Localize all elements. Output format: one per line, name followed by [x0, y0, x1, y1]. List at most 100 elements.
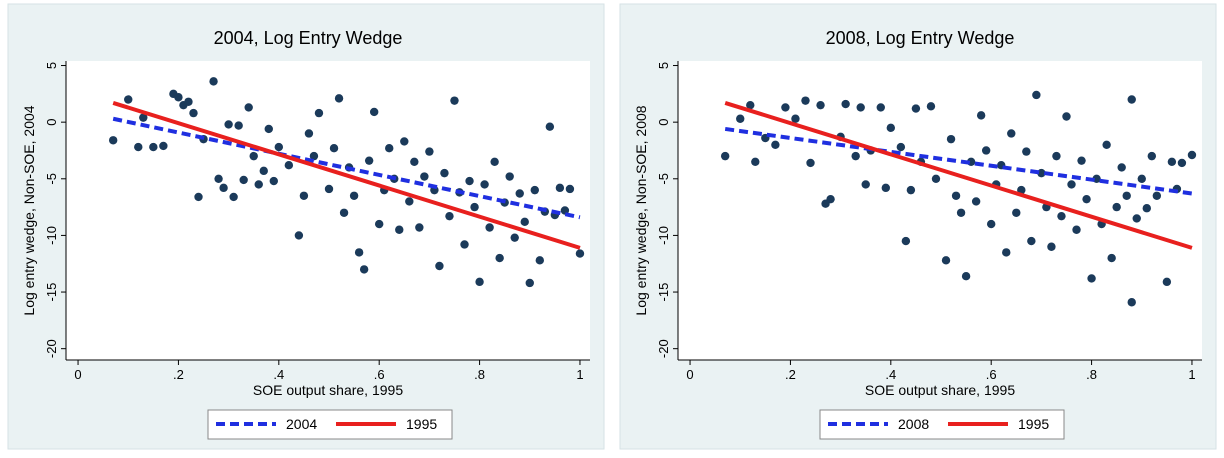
x-tick-label: .2	[173, 367, 184, 382]
scatter-point	[896, 142, 906, 152]
scatter-point	[485, 223, 494, 232]
x-tick-label: .6	[374, 367, 385, 382]
scatter-point	[134, 142, 143, 152]
chart-panel: 2008, Log Entry Wedge -20 -15 -10 -5 0 5 0 .2 .4.…	[619, 3, 1217, 450]
scatter-point	[229, 192, 238, 202]
scatter-point	[1072, 225, 1081, 234]
legend-label: 1995	[1018, 416, 1049, 432]
scatter-point	[324, 184, 334, 194]
scatter-point	[771, 140, 780, 150]
scatter-point	[806, 158, 815, 168]
scatter-point	[981, 146, 991, 155]
scatter-point	[931, 174, 941, 183]
chart-title: 2004, Log Entry Wedge	[214, 28, 403, 48]
scatter-point	[911, 104, 921, 113]
fit-line	[724, 100, 1193, 250]
scatter-point	[906, 185, 916, 195]
legend-label: 2004	[286, 416, 317, 432]
scatter-point	[369, 107, 379, 117]
scatter-point	[1107, 253, 1116, 263]
y-tick-label: -20	[44, 339, 59, 358]
scatter-point	[971, 197, 981, 206]
x-tick-label: 0	[74, 367, 81, 382]
x-tick-label: .4	[885, 367, 896, 382]
scatter-point	[294, 231, 304, 240]
x-tick-label: 0	[686, 367, 693, 382]
y-tick-label: 0	[44, 119, 59, 126]
scatter-point	[851, 151, 860, 161]
scatter-point	[490, 157, 499, 166]
x-tick-label: .2	[785, 367, 796, 382]
x-axis-label: SOE output share, 1995	[865, 382, 1015, 398]
scatter-point	[1062, 112, 1071, 121]
y-tick-label: -5	[44, 173, 59, 185]
scatter-point	[515, 189, 524, 198]
scatter-point	[309, 151, 319, 161]
scatter-point	[405, 197, 414, 206]
legend: 2004 1995	[207, 409, 453, 440]
scatter-point	[224, 120, 233, 129]
scatter-point	[385, 144, 394, 153]
scatter-point	[926, 102, 936, 111]
scatter-point	[1167, 157, 1177, 166]
scatter-point	[881, 183, 890, 193]
legend: 2008 1995	[819, 409, 1065, 440]
scatter-point	[1177, 158, 1187, 168]
scatter-point	[400, 137, 409, 146]
scatter-point	[314, 108, 324, 118]
scatter-point	[1147, 151, 1157, 161]
scatter-point	[1162, 277, 1172, 287]
x-tick-label: .8	[1086, 367, 1097, 382]
scatter-point	[460, 240, 469, 249]
scatter-point	[465, 176, 474, 186]
y-tick-label: -20	[656, 339, 671, 358]
scatter-point	[736, 114, 745, 123]
fit-line	[112, 100, 581, 250]
scatter-point	[520, 217, 529, 227]
y-tick-label: -5	[656, 173, 671, 185]
scatter-point	[545, 122, 555, 131]
x-tick-label: .6	[986, 367, 997, 382]
scatter-point	[354, 248, 364, 257]
scatter-point	[1067, 180, 1076, 189]
scatter-point	[440, 168, 449, 178]
scatter-point	[791, 114, 800, 123]
y-tick-label: 5	[44, 62, 59, 69]
scatter-point	[826, 194, 835, 204]
scatter-point	[349, 191, 359, 200]
scatter-point	[1137, 174, 1146, 183]
scatter-point	[1052, 151, 1061, 161]
scatter-point	[1022, 147, 1031, 156]
scatter-point	[1047, 242, 1056, 251]
scatter-point	[234, 121, 243, 130]
scatter-point	[495, 253, 504, 263]
scatter-point	[445, 211, 454, 221]
scatter-point	[254, 180, 263, 189]
scatter-point	[555, 183, 565, 193]
scatter-point	[1112, 202, 1121, 212]
x-tick-label: 1	[1188, 367, 1195, 382]
scatter-point	[274, 142, 284, 152]
scatter-point	[876, 103, 885, 112]
scatter-point	[339, 208, 349, 217]
scatter-point	[214, 174, 223, 183]
scatter-point	[359, 265, 369, 274]
scatter-point	[961, 271, 971, 281]
scatter-point	[856, 103, 865, 112]
scatter-point	[364, 156, 374, 165]
scatter-point	[450, 96, 459, 105]
scatter-point	[956, 208, 966, 217]
plot-area	[678, 61, 1202, 360]
scatter-point	[1032, 90, 1041, 100]
scatter-point	[219, 183, 228, 193]
legend-label: 1995	[406, 416, 437, 432]
scatter-point	[1007, 129, 1016, 138]
scatter-point	[1127, 95, 1136, 104]
scatter-point	[565, 184, 575, 194]
chart-title: 2008, Log Entry Wedge	[826, 28, 1015, 48]
scatter-point	[1127, 298, 1136, 307]
scatter-point	[139, 113, 148, 122]
scatter-point	[505, 172, 514, 181]
scatter-point	[1077, 156, 1086, 165]
scatter-point	[1087, 274, 1096, 283]
